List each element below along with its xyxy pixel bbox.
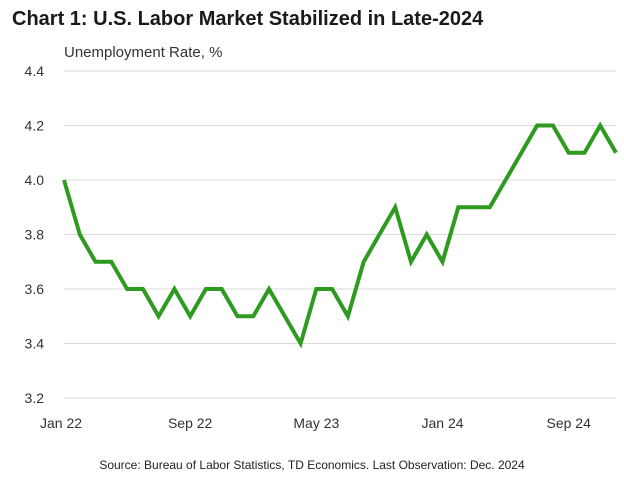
y-tick-label: 3.2 [25,390,45,406]
gridlines [64,70,616,399]
x-tick-label: May 23 [293,415,339,431]
source-note: Source: Bureau of Labor Statistics, TD E… [99,458,525,472]
y-tick-label: 4.4 [25,63,45,79]
x-tick-labels: Jan 22 Sep 22 May 23 Jan 24 Sep 24 [40,415,591,431]
y-tick-labels: 3.2 3.4 3.6 3.8 4.0 4.2 4.4 [25,63,45,406]
y-tick-label: 3.4 [25,336,45,352]
series-lines [62,121,618,349]
series-line-unemployment-rate [62,121,618,349]
x-tick-label: Jan 24 [421,415,463,431]
x-tick-label: Jan 22 [40,415,82,431]
x-tick-label: Sep 22 [168,415,213,431]
chart-title: Chart 1: U.S. Labor Market Stabilized in… [12,8,484,30]
y-axis-label: Unemployment Rate, % [64,44,223,61]
y-tick-label: 4.0 [25,172,45,188]
y-tick-label: 3.8 [25,227,45,243]
x-tick-label: Sep 24 [546,415,591,431]
y-tick-label: 4.2 [25,118,45,134]
y-tick-label: 3.6 [25,281,45,297]
